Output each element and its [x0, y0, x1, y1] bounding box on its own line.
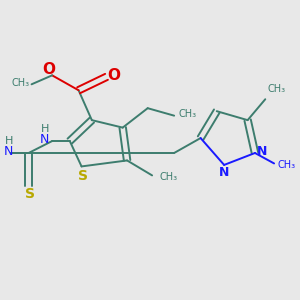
Text: S: S	[78, 169, 88, 183]
Text: CH₃: CH₃	[268, 84, 286, 94]
Text: O: O	[107, 68, 120, 83]
Text: CH₃: CH₃	[278, 160, 296, 170]
Text: CH₃: CH₃	[159, 172, 178, 182]
Text: N: N	[40, 133, 50, 146]
Text: N: N	[257, 145, 268, 158]
Text: O: O	[43, 62, 56, 77]
Text: H: H	[40, 124, 49, 134]
Text: CH₃: CH₃	[11, 78, 29, 88]
Text: CH₃: CH₃	[178, 109, 197, 119]
Text: N: N	[4, 145, 14, 158]
Text: N: N	[219, 166, 229, 179]
Text: H: H	[5, 136, 13, 146]
Text: S: S	[25, 187, 34, 201]
